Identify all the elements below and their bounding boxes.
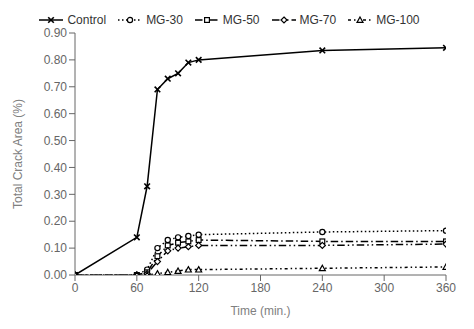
- svg-text:0.60: 0.60: [44, 107, 68, 121]
- svg-text:Time (min.): Time (min.): [230, 304, 290, 318]
- svg-text:300: 300: [374, 281, 394, 295]
- svg-text:360: 360: [436, 281, 456, 295]
- html-text:MG-30: MG-30: [146, 13, 183, 27]
- html-text:Control: Control: [67, 13, 107, 27]
- svg-text:0.40: 0.40: [44, 161, 68, 175]
- svg-text:180: 180: [250, 281, 270, 295]
- svg-text:0.90: 0.90: [44, 26, 68, 40]
- svg-text:Total Crack Area (%): Total Crack Area (%): [11, 99, 25, 209]
- svg-text:0.70: 0.70: [44, 80, 68, 94]
- svg-text:240: 240: [312, 281, 332, 295]
- svg-text:60: 60: [130, 281, 144, 295]
- svg-text:0.50: 0.50: [44, 134, 68, 148]
- html-text:MG-100: MG-100: [376, 13, 420, 27]
- svg-text:0.20: 0.20: [44, 214, 68, 228]
- svg-text:0.00: 0.00: [44, 268, 68, 282]
- svg-text:0.10: 0.10: [44, 241, 68, 255]
- svg-text:0: 0: [72, 281, 79, 295]
- svg-text:0.30: 0.30: [44, 188, 68, 202]
- html-text:MG-50: MG-50: [222, 13, 260, 27]
- svg-text:120: 120: [189, 281, 209, 295]
- svg-text:0.80: 0.80: [44, 53, 68, 67]
- html-text:MG-70: MG-70: [299, 13, 337, 27]
